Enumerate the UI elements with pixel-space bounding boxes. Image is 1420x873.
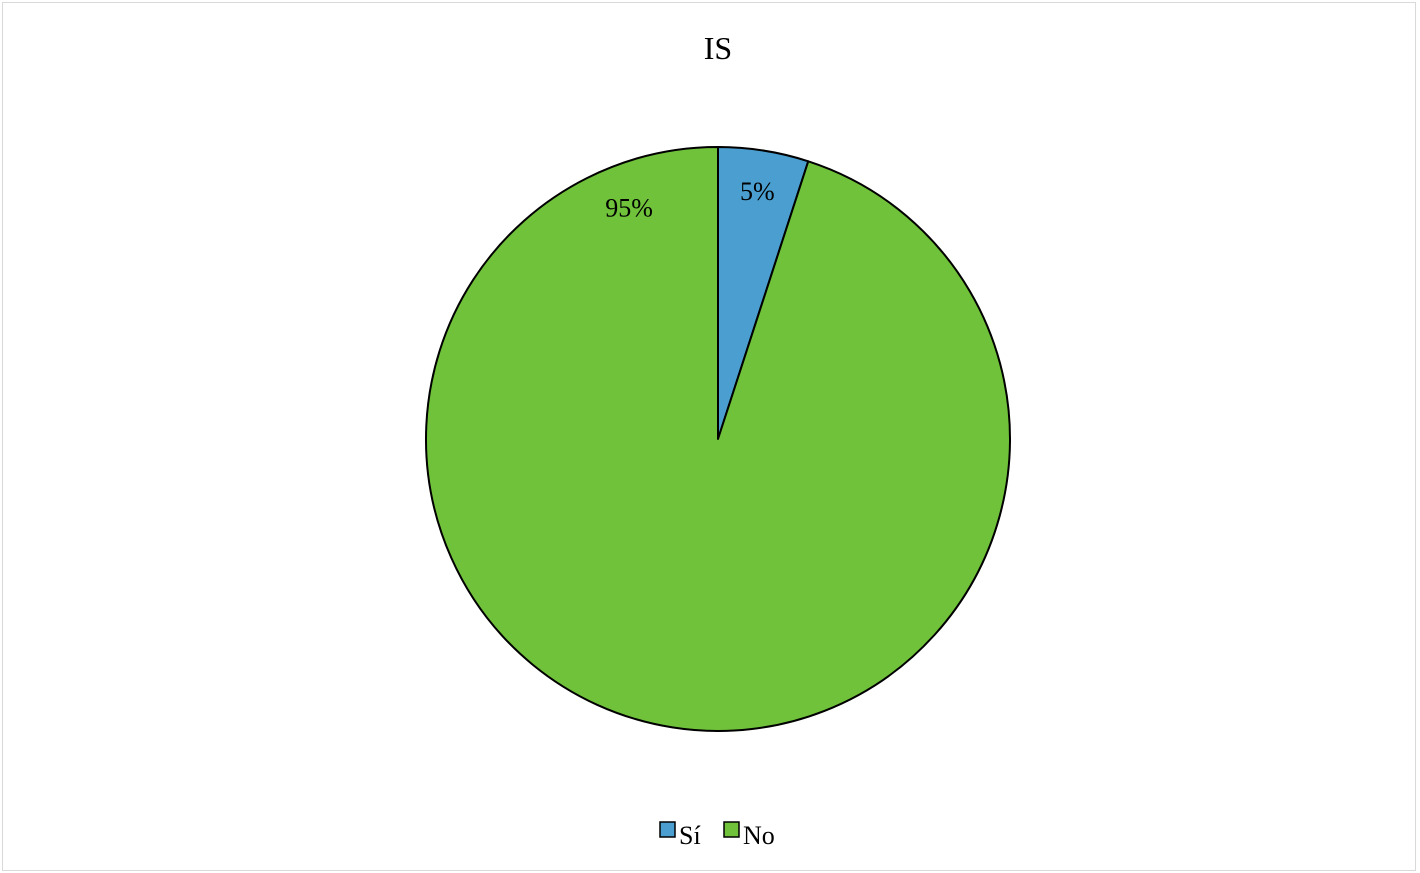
legend-label-0: Sí [679,821,701,850]
legend-label-1: No [743,821,775,850]
data-labels: 5% 95% [605,177,774,222]
pie-slices [425,146,1011,732]
legend: Sí No [659,821,775,850]
legend-swatch-0 [659,821,676,838]
data-label-1: 95% [605,193,653,222]
pie-slice-1 [425,146,1011,732]
data-label-0: 5% [740,177,775,206]
legend-swatch-1 [723,821,740,838]
chart-title: IS [704,30,732,66]
